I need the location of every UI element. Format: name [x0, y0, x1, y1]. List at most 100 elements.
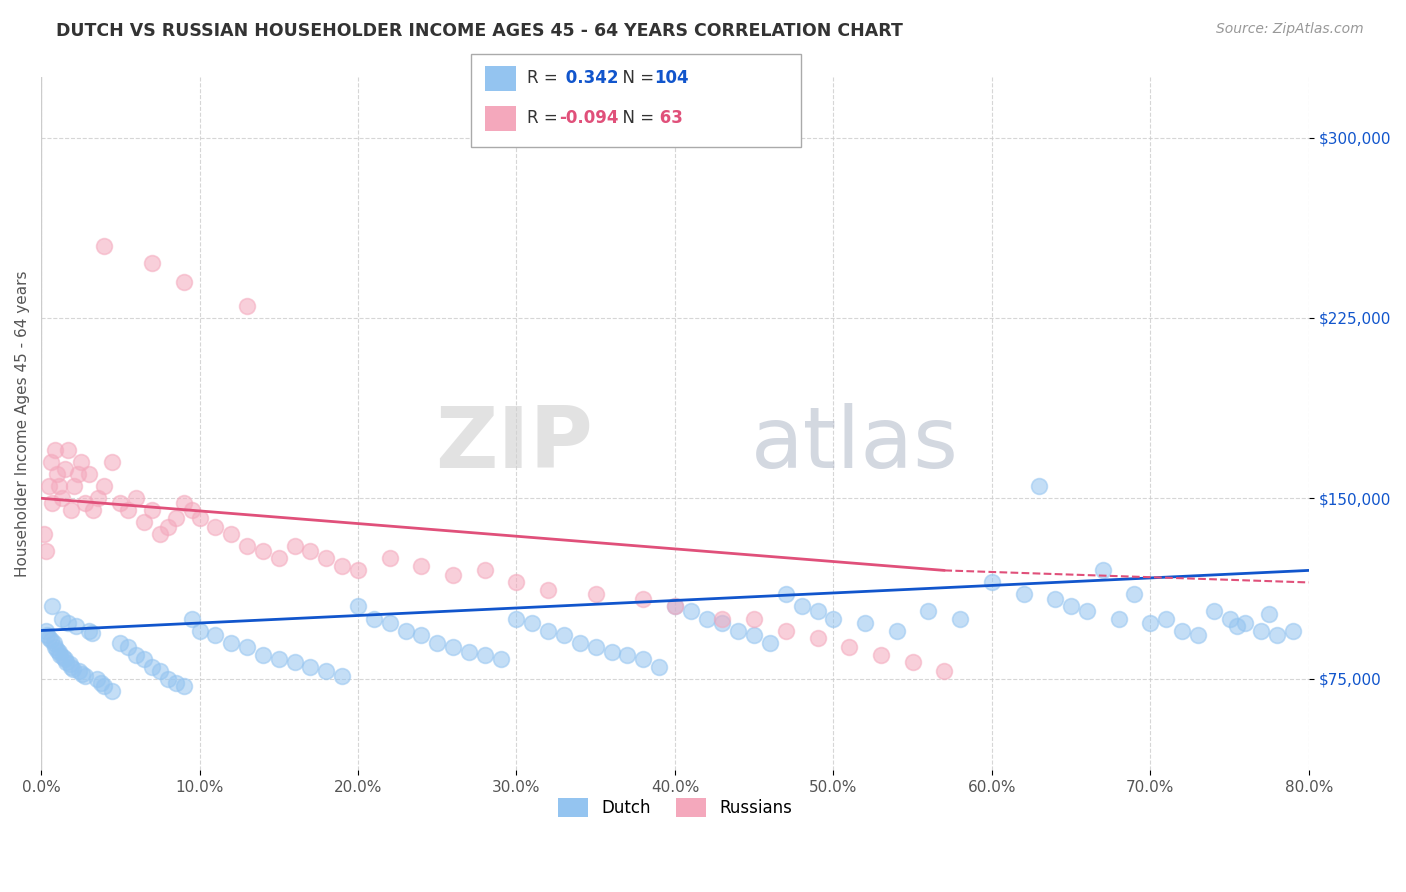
Point — [149, 527, 172, 541]
Point — [56, 616, 79, 631]
Point — [35, 544, 58, 558]
Point — [252, 648, 274, 662]
Point — [165, 676, 187, 690]
Text: R =: R = — [527, 69, 564, 87]
Point — [949, 611, 972, 625]
Point — [56, 443, 79, 458]
Point — [823, 611, 845, 625]
Point — [48, 479, 70, 493]
Point — [204, 520, 226, 534]
Point — [53, 462, 76, 476]
Point — [600, 645, 623, 659]
Point — [75, 669, 97, 683]
Point — [51, 611, 73, 625]
Point — [219, 527, 242, 541]
Point — [1154, 611, 1177, 625]
Text: N =: N = — [612, 109, 659, 127]
Point — [48, 645, 70, 659]
Point — [86, 672, 108, 686]
Text: N =: N = — [612, 69, 659, 87]
Point — [38, 631, 60, 645]
Point — [378, 616, 401, 631]
Text: 0.342: 0.342 — [560, 69, 619, 87]
Point — [188, 624, 211, 638]
Point — [759, 635, 782, 649]
Point — [66, 467, 89, 482]
Point — [1202, 604, 1225, 618]
Point — [711, 616, 734, 631]
Legend: Dutch, Russians: Dutch, Russians — [551, 791, 799, 824]
Point — [173, 496, 195, 510]
Point — [299, 544, 322, 558]
Point — [284, 540, 307, 554]
Point — [1226, 618, 1249, 632]
Point — [1060, 599, 1083, 614]
Point — [132, 516, 155, 530]
Point — [901, 655, 924, 669]
Point — [236, 640, 259, 655]
Point — [72, 666, 94, 681]
Point — [886, 624, 908, 638]
Point — [156, 520, 179, 534]
Point — [696, 611, 718, 625]
Point — [41, 599, 63, 614]
Point — [60, 659, 83, 673]
Text: Source: ZipAtlas.com: Source: ZipAtlas.com — [1216, 22, 1364, 37]
Point — [537, 624, 560, 638]
Point — [426, 635, 449, 649]
Point — [441, 568, 464, 582]
Point — [917, 604, 939, 618]
Point — [1234, 616, 1257, 631]
Point — [648, 659, 671, 673]
Point — [711, 611, 734, 625]
Point — [149, 665, 172, 679]
Point — [236, 540, 259, 554]
Point — [141, 659, 163, 673]
Point — [474, 563, 496, 577]
Point — [853, 616, 876, 631]
Point — [742, 611, 765, 625]
Point — [93, 239, 115, 253]
Point — [1108, 611, 1130, 625]
Point — [32, 527, 55, 541]
Point — [62, 662, 84, 676]
Point — [42, 635, 65, 649]
Point — [585, 640, 607, 655]
Point — [44, 640, 66, 655]
Point — [49, 648, 72, 662]
Point — [347, 599, 370, 614]
Point — [35, 624, 58, 638]
Point — [633, 652, 655, 666]
Point — [790, 599, 813, 614]
Point — [742, 628, 765, 642]
Point — [1282, 624, 1305, 638]
Point — [1250, 624, 1272, 638]
Point — [37, 628, 59, 642]
Point — [125, 648, 148, 662]
Point — [173, 275, 195, 289]
Point — [870, 648, 893, 662]
Point — [394, 624, 416, 638]
Point — [505, 575, 527, 590]
Point — [411, 628, 433, 642]
Point — [63, 479, 86, 493]
Point — [585, 587, 607, 601]
Point — [537, 582, 560, 597]
Point — [67, 665, 90, 679]
Point — [299, 659, 322, 673]
Point — [1012, 587, 1035, 601]
Point — [165, 510, 187, 524]
Point — [39, 455, 62, 469]
Point — [82, 503, 104, 517]
Point — [727, 624, 749, 638]
Point — [458, 645, 481, 659]
Point — [838, 640, 860, 655]
Point — [219, 635, 242, 649]
Point — [77, 467, 100, 482]
Point — [522, 616, 544, 631]
Point — [679, 604, 702, 618]
Point — [59, 657, 82, 672]
Point — [90, 676, 112, 690]
Point — [1187, 628, 1209, 642]
Point — [633, 592, 655, 607]
